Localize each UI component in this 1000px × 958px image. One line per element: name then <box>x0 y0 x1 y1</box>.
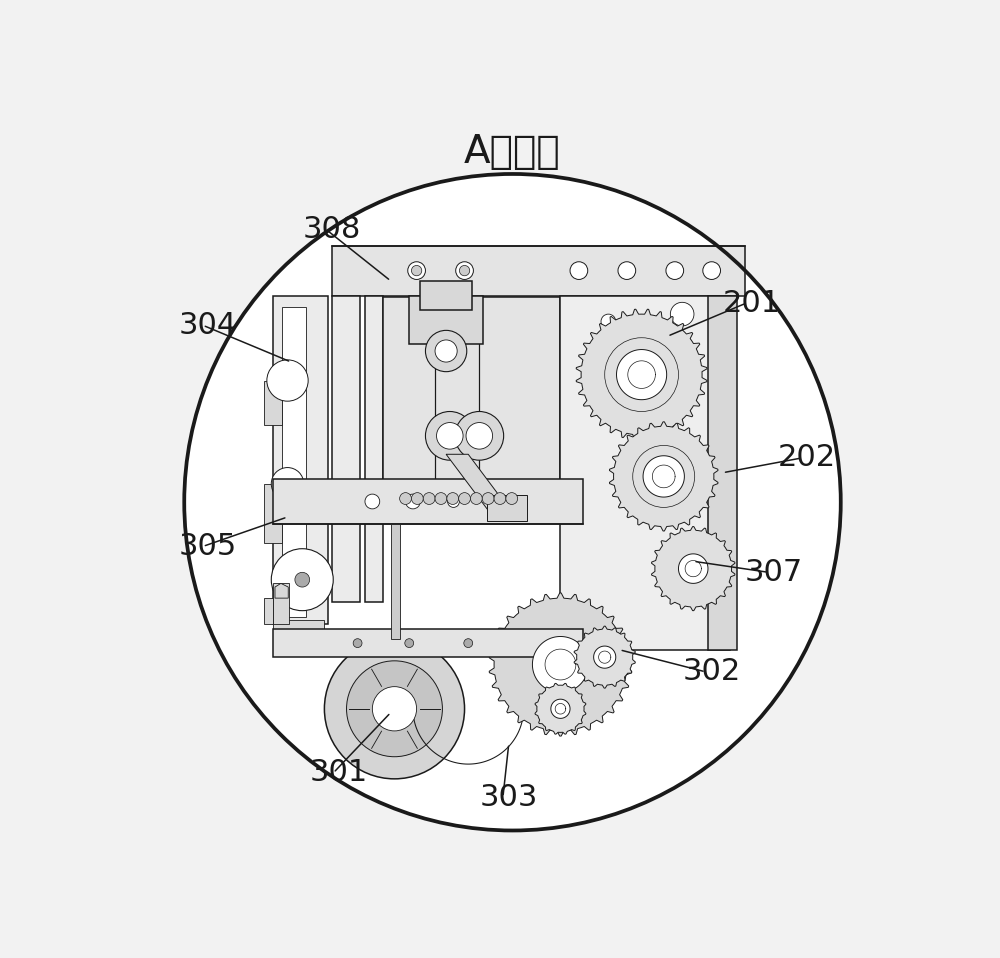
Circle shape <box>601 314 616 329</box>
Bar <box>708 296 737 650</box>
Circle shape <box>470 492 482 505</box>
Polygon shape <box>652 527 735 610</box>
Circle shape <box>602 360 614 372</box>
Text: 304: 304 <box>179 310 237 340</box>
Text: 303: 303 <box>479 783 538 811</box>
Text: 301: 301 <box>310 759 368 787</box>
Circle shape <box>506 492 518 505</box>
Polygon shape <box>594 646 616 668</box>
Circle shape <box>703 262 721 280</box>
Text: 307: 307 <box>745 558 803 587</box>
Circle shape <box>466 422 493 449</box>
Text: 302: 302 <box>682 657 740 686</box>
Circle shape <box>405 639 414 648</box>
Polygon shape <box>264 598 273 624</box>
Circle shape <box>482 492 494 505</box>
Polygon shape <box>446 454 512 513</box>
Polygon shape <box>551 699 570 718</box>
Bar <box>273 296 328 624</box>
Circle shape <box>435 340 457 362</box>
Text: 308: 308 <box>302 215 361 243</box>
Bar <box>391 524 400 639</box>
Text: 201: 201 <box>723 288 781 317</box>
Circle shape <box>437 422 463 449</box>
Circle shape <box>494 492 506 505</box>
Circle shape <box>295 572 310 587</box>
Circle shape <box>464 639 473 648</box>
Text: A处放大: A处放大 <box>464 133 561 171</box>
Bar <box>383 297 560 480</box>
Bar <box>487 495 527 521</box>
Polygon shape <box>489 593 632 736</box>
Circle shape <box>425 331 467 372</box>
Polygon shape <box>678 554 708 583</box>
Bar <box>282 307 306 617</box>
Bar <box>332 296 360 602</box>
Circle shape <box>408 262 425 280</box>
Circle shape <box>435 492 447 505</box>
Circle shape <box>271 549 333 610</box>
Circle shape <box>666 262 684 280</box>
Polygon shape <box>576 309 707 440</box>
Bar <box>273 583 289 624</box>
Circle shape <box>372 687 417 731</box>
Circle shape <box>618 262 636 280</box>
Circle shape <box>411 492 423 505</box>
Circle shape <box>406 494 420 509</box>
Circle shape <box>267 360 308 401</box>
Circle shape <box>423 492 435 505</box>
Polygon shape <box>617 350 667 399</box>
Bar <box>264 484 282 543</box>
Circle shape <box>353 639 362 648</box>
Circle shape <box>347 661 442 757</box>
Bar <box>420 281 472 310</box>
Polygon shape <box>609 422 718 531</box>
Bar <box>273 629 583 657</box>
Circle shape <box>456 262 473 280</box>
Polygon shape <box>275 583 288 598</box>
Circle shape <box>365 494 380 509</box>
Bar <box>560 296 730 650</box>
Circle shape <box>459 492 470 505</box>
Circle shape <box>184 174 841 831</box>
Circle shape <box>271 468 304 500</box>
Circle shape <box>411 265 422 276</box>
Polygon shape <box>643 456 684 497</box>
Circle shape <box>448 495 459 508</box>
Bar <box>332 245 745 296</box>
Circle shape <box>447 492 459 505</box>
Circle shape <box>400 492 411 505</box>
Text: 202: 202 <box>778 444 836 472</box>
Bar <box>365 296 383 602</box>
Polygon shape <box>574 627 635 688</box>
Circle shape <box>459 265 470 276</box>
Polygon shape <box>535 683 586 734</box>
Text: 305: 305 <box>179 532 237 561</box>
Polygon shape <box>532 636 588 693</box>
Circle shape <box>570 262 588 280</box>
Bar <box>273 479 583 524</box>
Circle shape <box>670 303 694 326</box>
Circle shape <box>425 412 474 460</box>
Bar <box>264 380 282 424</box>
Circle shape <box>455 412 504 460</box>
Circle shape <box>324 639 465 779</box>
Bar <box>409 296 483 344</box>
Bar <box>273 620 324 639</box>
